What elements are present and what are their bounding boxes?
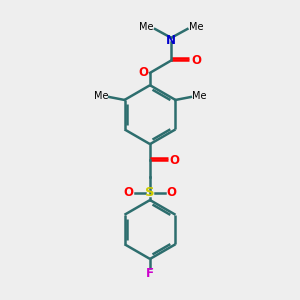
Text: S: S [145, 186, 155, 199]
Text: Me: Me [189, 22, 203, 32]
Text: F: F [146, 267, 154, 280]
Text: Me: Me [139, 22, 153, 32]
Text: O: O [139, 66, 148, 80]
Text: O: O [123, 186, 133, 199]
Text: N: N [166, 34, 176, 47]
Text: O: O [167, 186, 177, 199]
Text: O: O [191, 54, 201, 67]
Text: Me: Me [94, 91, 108, 100]
Text: Me: Me [192, 91, 206, 100]
Text: O: O [170, 154, 180, 167]
